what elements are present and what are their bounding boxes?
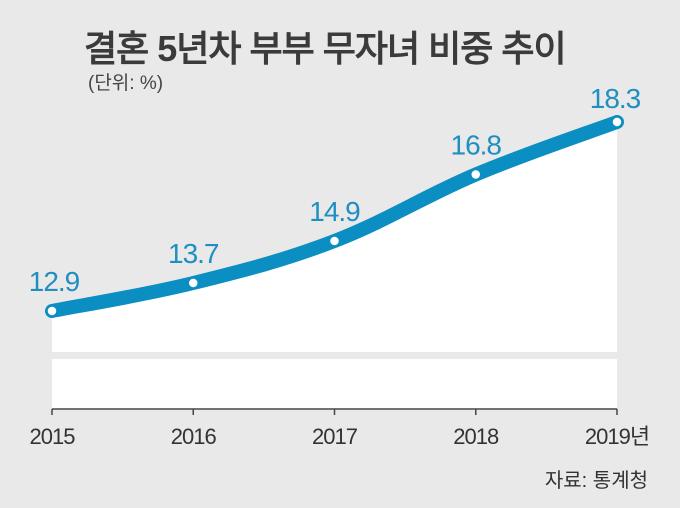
data-point — [469, 167, 483, 182]
area-fill — [52, 122, 617, 410]
data-label: 12.9 — [29, 266, 80, 297]
data-point — [610, 115, 624, 129]
data-label: 14.9 — [309, 196, 360, 227]
x-tick-label: 2015 — [30, 424, 76, 449]
x-tick-label: 2016 — [171, 424, 217, 449]
source-label: 자료: 통계청 — [544, 470, 648, 492]
x-tick-label: 2018 — [453, 424, 499, 449]
data-label: 13.7 — [168, 238, 219, 269]
data-label: 16.8 — [451, 130, 502, 161]
data-point — [186, 276, 200, 290]
x-tick-label: 2017 — [312, 424, 358, 449]
unit-label: (단위: %) — [88, 73, 164, 94]
x-tick-label: 2019년 — [585, 424, 649, 449]
data-point — [327, 234, 342, 248]
area-band — [52, 352, 617, 359]
data-point — [45, 304, 59, 318]
data-label: 18.3 — [590, 83, 641, 114]
chart-title: 결혼 5년차 부부 무자녀 비중 추이 — [84, 28, 567, 69]
